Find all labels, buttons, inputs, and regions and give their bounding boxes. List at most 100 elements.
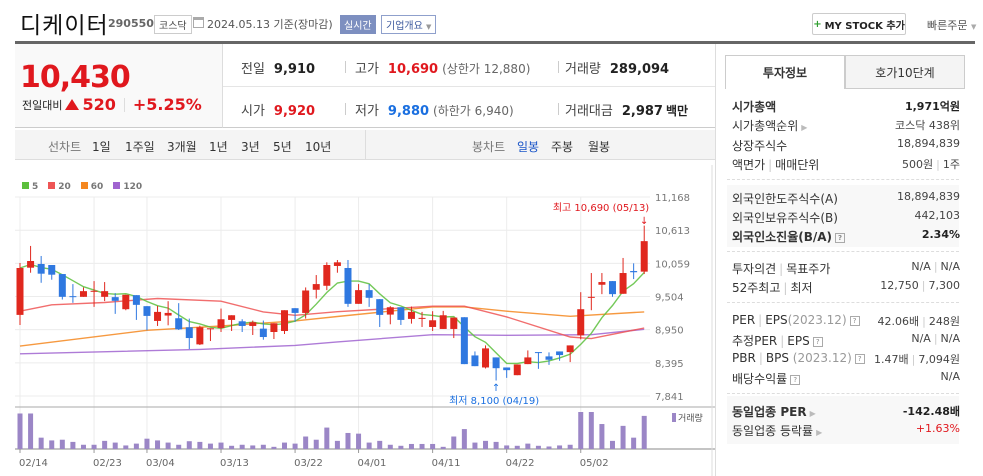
- volume-bar: [599, 424, 605, 449]
- candle: [566, 345, 574, 353]
- divider: [727, 179, 959, 180]
- volume-bar: [387, 444, 393, 449]
- foreign-limit-row: 외국인한도주식수(A) 18,894,839: [732, 190, 960, 206]
- week52-row: 52주최고 | 최저 12,750 | 7,300: [732, 279, 960, 295]
- quote-grid: [223, 44, 715, 128]
- industry-per-row[interactable]: 동일업종 PER ▶ -142.48배: [732, 405, 960, 419]
- candle: [556, 351, 564, 356]
- period-1w[interactable]: 1주일: [125, 140, 155, 154]
- x-tick-label: 02/23: [93, 458, 122, 469]
- opinion-row: 투자의견 | 목표주가 N/A | N/A: [732, 260, 960, 276]
- tab-investment-info[interactable]: 투자정보: [725, 55, 845, 89]
- candle: [228, 315, 236, 320]
- help-icon[interactable]: ?: [849, 315, 860, 326]
- volume-bar: [472, 442, 478, 449]
- candle: [101, 291, 109, 297]
- par-value-row: 액면가 | 매매단위 500원 | 1주: [732, 158, 960, 172]
- period-3m[interactable]: 3개월: [167, 140, 197, 154]
- add-mystock-button[interactable]: + MY STOCK 추가: [812, 13, 906, 35]
- chevron-down-icon: ▼: [970, 23, 977, 31]
- volume-bar: [144, 438, 150, 449]
- down-arrow-icon: ↓: [640, 216, 648, 227]
- stock-code: 290550: [108, 17, 154, 30]
- period-3y[interactable]: 3년: [241, 140, 260, 154]
- y-tick-label: 9,504: [655, 293, 684, 304]
- volume-bar: [641, 415, 647, 449]
- foreign-hold-row: 외국인보유주식수(B) 442,103: [732, 209, 960, 225]
- volume-bar: [578, 412, 584, 449]
- candle: [270, 323, 278, 332]
- quick-order-label: 빠른주문: [927, 19, 968, 32]
- foreign-ratio-row: 외국인소진율(B/A)? 2.34%: [732, 228, 960, 244]
- market-cap-rank-row[interactable]: 시가총액순위 ▶ 코스닥 438위: [732, 119, 960, 133]
- volume-bar: [17, 413, 23, 449]
- volume-bar: [91, 444, 97, 449]
- volume-bar: [440, 446, 446, 449]
- ma60-line: [19, 306, 645, 347]
- volume-bar: [38, 437, 44, 449]
- candle-monthly[interactable]: 월봉: [588, 140, 611, 154]
- tab-orderbook[interactable]: 호가10단계: [845, 55, 965, 89]
- candle: [471, 355, 479, 367]
- volume-bar: [366, 442, 372, 449]
- candle: [217, 319, 225, 328]
- candle: [238, 321, 246, 326]
- candle: [460, 317, 468, 365]
- candle: [175, 318, 183, 330]
- company-info-dropdown[interactable]: 기업개요 ▼: [381, 15, 437, 34]
- volume-legend: 거래량: [678, 412, 703, 424]
- divider: [365, 130, 366, 160]
- candle: [122, 294, 130, 310]
- volume-bar: [271, 446, 277, 449]
- y-tick-label: 10,059: [655, 259, 690, 270]
- candle: [259, 328, 267, 338]
- plus-icon: +: [813, 18, 822, 30]
- candle-daily[interactable]: 일봉: [517, 140, 540, 154]
- volume-legend-swatch: [672, 413, 676, 422]
- candle: [503, 367, 511, 371]
- help-icon[interactable]: ?: [835, 232, 846, 243]
- volume-bar: [483, 440, 489, 449]
- market-badge: 코스닥: [154, 15, 192, 34]
- help-icon[interactable]: ?: [854, 353, 865, 364]
- volume-bar: [303, 436, 309, 449]
- period-1y[interactable]: 1년: [209, 140, 228, 154]
- period-1d[interactable]: 1일: [92, 140, 111, 154]
- volume-bar: [218, 442, 224, 449]
- period-5y[interactable]: 5년: [273, 140, 292, 154]
- volume-bar: [207, 443, 213, 449]
- help-icon[interactable]: ?: [812, 336, 823, 347]
- ma20-line: [19, 297, 645, 340]
- help-icon[interactable]: ?: [790, 374, 801, 385]
- change-percent: +5.25%: [132, 95, 202, 114]
- volume-bar: [239, 444, 245, 449]
- realtime-button[interactable]: 실시간: [340, 15, 376, 34]
- y-tick-label: 8,395: [655, 359, 684, 370]
- candle: [482, 348, 490, 368]
- candle: [185, 327, 193, 339]
- industry-change-row[interactable]: 동일업종 등락률 ▶ +1.63%: [732, 422, 960, 438]
- quick-order-dropdown[interactable]: 빠른주문 ▼: [927, 17, 976, 33]
- volume-bar: [430, 443, 436, 449]
- candle: [439, 315, 447, 329]
- candle: [513, 364, 521, 376]
- y-tick-label: 8,950: [655, 326, 684, 337]
- candle-chart-label[interactable]: 봉차트: [472, 140, 506, 154]
- candle: [376, 299, 384, 315]
- candle-weekly[interactable]: 주봉: [551, 140, 574, 154]
- period-10y[interactable]: 10년: [305, 140, 332, 154]
- candle: [630, 271, 638, 273]
- volume-bar: [292, 443, 298, 449]
- line-chart-label[interactable]: 선차트: [48, 140, 82, 154]
- stock-name: 디케이터: [20, 13, 109, 39]
- up-triangle-icon: [65, 99, 80, 110]
- volume-bar: [514, 445, 520, 449]
- market-cap-row: 시가총액 1,971억원: [732, 100, 960, 114]
- volume-bar: [49, 440, 55, 449]
- trade-volume: 거래량 289,094: [558, 58, 669, 77]
- candle: [598, 282, 606, 285]
- volume-bar: [557, 445, 563, 449]
- change-label: 전일대비: [22, 98, 63, 112]
- volume-bar: [282, 442, 287, 449]
